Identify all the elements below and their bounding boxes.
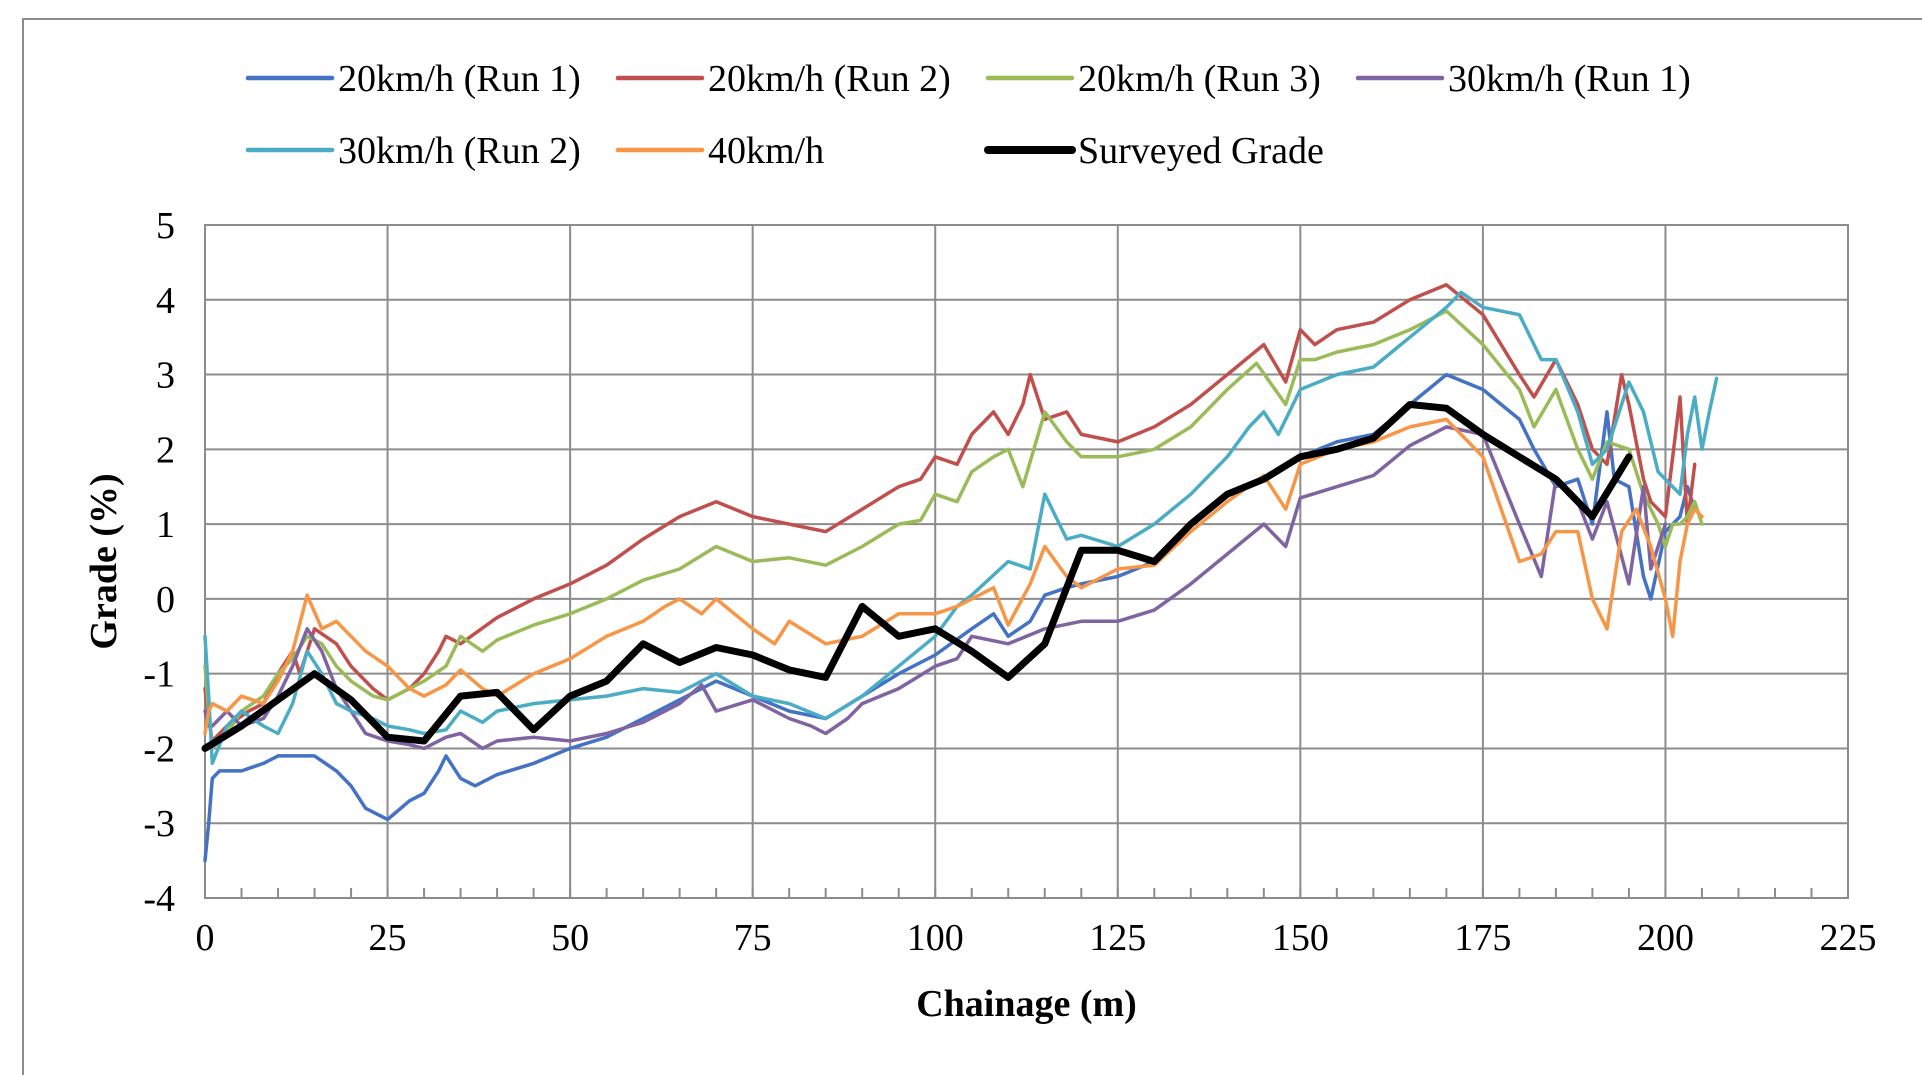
- y-tick-label: 1: [156, 504, 175, 546]
- x-tick-label: 150: [1272, 917, 1329, 959]
- y-tick-label: 2: [156, 429, 175, 471]
- legend-label-3: 30km/h (Run 1): [1448, 58, 1691, 100]
- x-tick-label: 225: [1820, 917, 1877, 959]
- legend-label-0: 20km/h (Run 1): [338, 58, 581, 100]
- series-line-1: [203, 283, 1697, 743]
- y-tick-label: 4: [156, 280, 175, 322]
- x-tick-label: 25: [369, 917, 407, 959]
- x-tick-label: 125: [1089, 917, 1146, 959]
- grid-lines: [204, 224, 1849, 899]
- y-tick-label: 5: [156, 205, 175, 247]
- x-tick-label: 100: [907, 917, 964, 959]
- x-tick-label: 200: [1637, 917, 1694, 959]
- legend: 20km/h (Run 1) 20km/h (Run 2) 20km/h (Run …: [245, 58, 1691, 172]
- y-tick-label: 0: [156, 579, 175, 621]
- y-tick-label: 3: [156, 355, 175, 397]
- legend-label-1: 20km/h (Run 2): [708, 58, 951, 100]
- plot-area-border: [204, 224, 1849, 899]
- legend-label-4: 30km/h (Run 2): [338, 130, 581, 172]
- legend-label-5: 40km/h: [708, 130, 824, 172]
- x-axis-title: Chainage (m): [916, 983, 1137, 1025]
- series-line-2: [203, 309, 1704, 751]
- x-tick-label: 75: [734, 917, 772, 959]
- chart-frame: [22, 18, 1922, 1075]
- y-tick-label: -2: [143, 728, 175, 770]
- legend-label-6: Surveyed Grade: [1078, 130, 1324, 172]
- series-line-6: [201, 401, 1633, 752]
- y-tick-label: -1: [143, 654, 175, 696]
- y-tick-label: -4: [143, 878, 175, 920]
- y-axis-title: Grade (%): [83, 473, 125, 649]
- x-tick-label: 175: [1454, 917, 1511, 959]
- x-tick-label: 50: [551, 917, 589, 959]
- series-line-5: [203, 417, 1704, 736]
- y-tick-label: -3: [143, 803, 175, 845]
- series-layer: [201, 283, 1719, 863]
- x-tick-label: 0: [196, 917, 215, 959]
- legend-label-2: 20km/h (Run 3): [1078, 58, 1321, 100]
